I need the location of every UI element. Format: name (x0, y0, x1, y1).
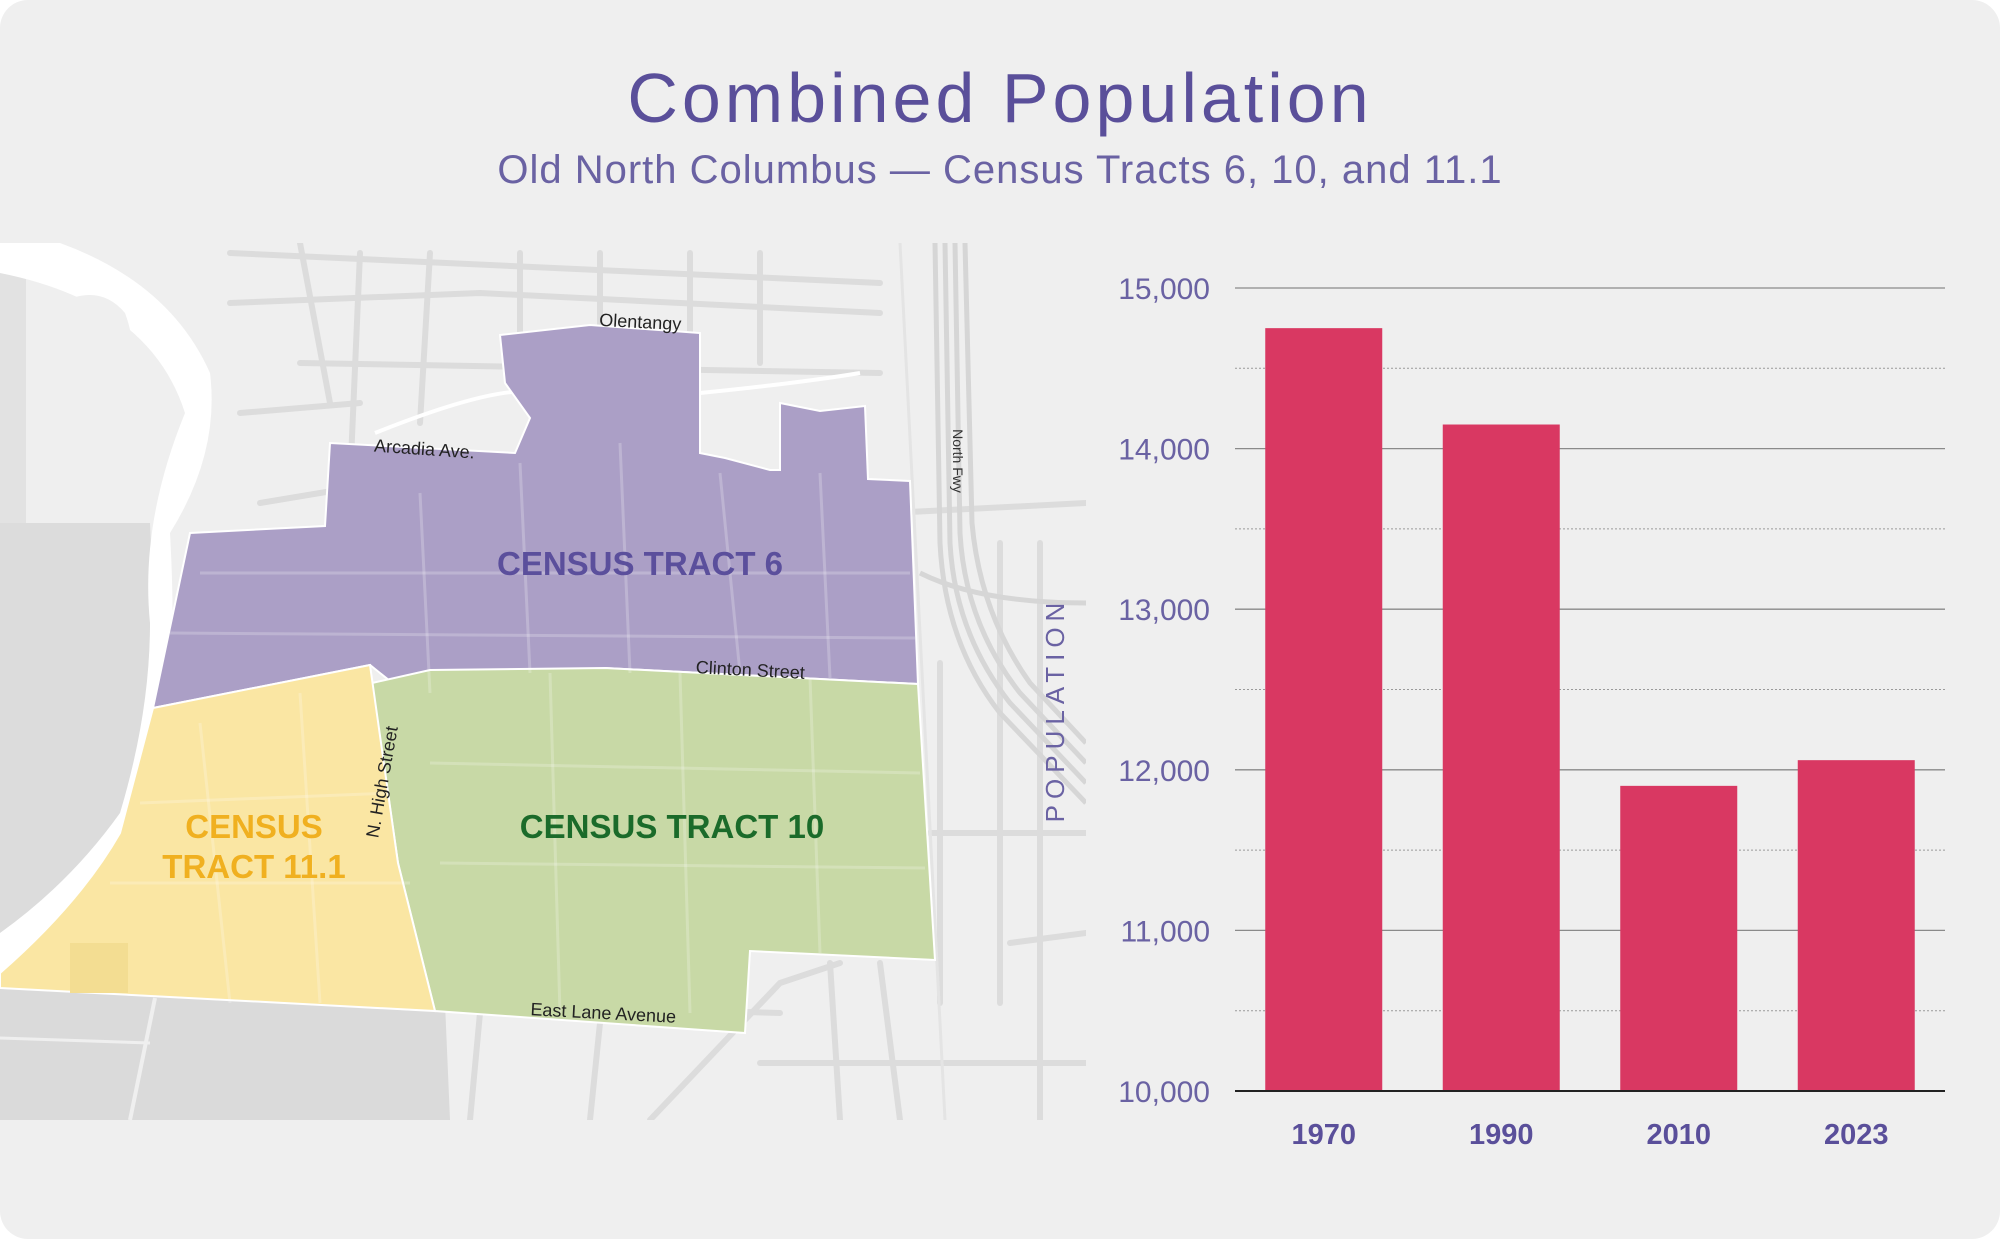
page-title: Combined Population (627, 59, 1373, 137)
bar-2010 (1620, 785, 1738, 1091)
street-label-olentangy: Olentangy (599, 310, 682, 334)
street-label-north-fwy: North Fwy (950, 429, 966, 493)
tract-11-1-label-line1: CENSUS (185, 808, 323, 845)
map-land-blocks (0, 243, 450, 1120)
tract-11-1-area (0, 663, 437, 1013)
population-bar-chart: 10,000 11,000 12,000 13,000 14,000 15,000 197… (1040, 273, 1945, 1151)
x-tick-label: 2010 (1646, 1119, 1711, 1151)
bar-1970 (1265, 328, 1383, 1091)
x-tick-label: 1970 (1291, 1119, 1356, 1151)
north-fwy (898, 243, 1086, 1120)
y-axis-label: POPULATION (1040, 597, 1070, 823)
bars (1265, 328, 1915, 1091)
y-tick-label: 14,000 (1118, 434, 1210, 467)
river-island (60, 295, 134, 453)
tract-10-label: CENSUS TRACT 10 (520, 808, 824, 845)
page-subtitle: Old North Columbus — Census Tracts 6, 10… (497, 148, 1503, 192)
y-tick-label: 11,000 (1120, 915, 1210, 948)
y-tick-labels: 10,000 11,000 12,000 13,000 14,000 15,000 (1118, 273, 1210, 1109)
bar-1990 (1442, 424, 1560, 1091)
y-tick-label: 10,000 (1118, 1076, 1210, 1109)
tract-inner-streets (110, 442, 926, 1014)
y-tick-label: 13,000 (1118, 594, 1210, 627)
tract-6-label: CENSUS TRACT 6 (497, 545, 783, 582)
tract-11-1-detail (70, 943, 128, 993)
x-tick-labels: 1970 1990 2010 2023 (1291, 1119, 1888, 1151)
census-tract-map: CENSUS TRACT 6 CENSUS TRACT 10 CENSUS TR… (0, 243, 1086, 1120)
tract-11-1-label-line2: TRACT 11.1 (162, 848, 345, 885)
x-tick-label: 1990 (1469, 1119, 1534, 1151)
x-tick-label: 2023 (1824, 1119, 1889, 1151)
y-tick-label: 15,000 (1118, 273, 1210, 306)
y-tick-label: 12,000 (1118, 755, 1210, 788)
bar-2023 (1797, 760, 1915, 1091)
olentangy-river (0, 243, 212, 978)
